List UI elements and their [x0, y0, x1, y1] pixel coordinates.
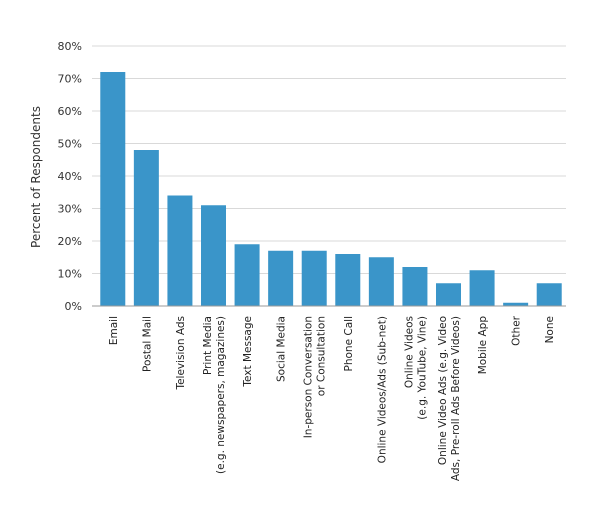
x-category-label: Phone Call — [343, 316, 355, 371]
bars — [100, 72, 562, 306]
y-tick-label: 0% — [65, 300, 82, 313]
x-category-label: Online Videos/Ads (Sub-net) — [376, 316, 388, 463]
bar — [469, 270, 495, 306]
x-category-label: In-person Conversation — [303, 316, 315, 438]
bar — [167, 195, 193, 306]
y-tick-label: 60% — [58, 105, 82, 118]
bar — [100, 72, 126, 306]
gridlines — [92, 45, 566, 274]
x-category-label: Television Ads — [175, 316, 187, 391]
x-category-label: None — [544, 316, 556, 343]
y-tick-label: 10% — [58, 268, 82, 281]
y-tick-label: 70% — [58, 73, 82, 86]
x-category-label: (e.g. YouTube, Vine) — [416, 316, 428, 420]
y-axis-title: Percent of Respondents — [29, 106, 43, 248]
bar — [268, 250, 294, 306]
x-category-label: Text Message — [242, 316, 254, 388]
x-axis-labels: Email Postal Mail Television Ads Print Medi… — [108, 315, 556, 481]
y-tick-label: 50% — [58, 138, 82, 151]
x-category-label: Print Media — [202, 316, 214, 375]
x-category-label: Online Video Ads (e.g. Video — [437, 316, 449, 465]
y-tick-label: 30% — [58, 203, 82, 216]
x-category-label: or Consultation — [316, 316, 328, 396]
bar — [402, 267, 428, 306]
bar — [335, 254, 361, 306]
bar — [368, 257, 394, 306]
y-tick-label: 20% — [58, 235, 82, 248]
bar — [503, 302, 529, 306]
x-category-label: Other — [511, 315, 523, 345]
y-tick-label: 80% — [58, 40, 82, 53]
x-category-label: Ads, Pre-roll Ads Before Videos) — [450, 316, 462, 481]
y-axis-ticks: 0% 10% 20% 30% 40% 50% 60% 70% 80% — [58, 40, 82, 313]
x-category-label: Mobile App — [477, 316, 489, 375]
bar — [201, 205, 226, 306]
bar — [436, 283, 461, 306]
x-category-label: (e.g. newspapers, magazines) — [215, 316, 227, 474]
x-category-label: Postal Mail — [141, 316, 153, 372]
x-category-label: Email — [108, 316, 120, 345]
bar — [536, 283, 562, 306]
y-tick-label: 40% — [58, 170, 82, 183]
bar — [234, 244, 260, 306]
bar — [301, 250, 327, 306]
x-category-label: Online Videos — [403, 316, 415, 388]
bar — [133, 150, 159, 306]
x-category-label: Social Media — [276, 316, 288, 382]
